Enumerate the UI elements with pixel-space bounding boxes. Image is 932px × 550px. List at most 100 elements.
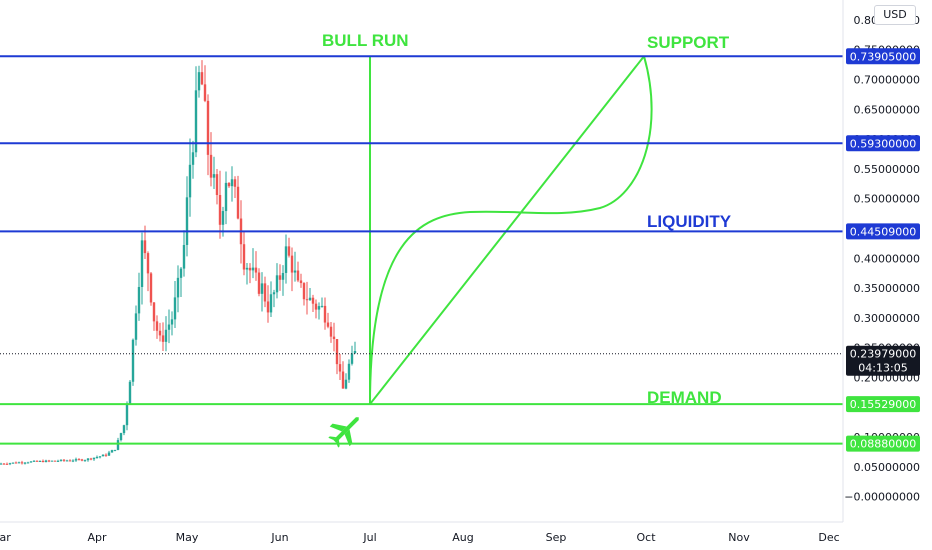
level-label: 0.73905000: [850, 50, 916, 63]
candle-body: [308, 297, 312, 301]
candle-body: [221, 211, 225, 225]
candle-body: [44, 460, 48, 463]
candle-body: [11, 462, 15, 464]
candle-body: [272, 292, 276, 295]
candle-body: [287, 246, 291, 256]
candle-body: [245, 267, 249, 270]
candle-body: [353, 350, 357, 354]
candle-body: [0, 463, 3, 465]
candle-body: [71, 460, 75, 462]
candle-body: [2, 463, 6, 465]
candle-body: [26, 462, 30, 464]
candle-body: [65, 460, 69, 462]
candle-body: [344, 379, 348, 389]
candle-body: [92, 457, 96, 460]
y-tick-label: 0.40000000: [854, 252, 920, 265]
candle-body: [32, 460, 36, 462]
levels: [0, 55, 843, 445]
candle-body: [14, 462, 18, 464]
y-tick-label: 0.35000000: [854, 282, 920, 295]
annotation-bull-run: BULL RUN: [322, 31, 409, 50]
candle-body: [125, 403, 129, 426]
candle-body: [29, 461, 33, 463]
candle-body: [47, 460, 51, 462]
annotations: BULL RUN SUPPORT LIQUIDITY DEMAND: [322, 31, 732, 407]
candle-body: [179, 268, 183, 278]
candle-body: [38, 460, 42, 462]
candle-body: [128, 381, 132, 404]
candle-body: [305, 299, 309, 301]
candle-body: [332, 336, 336, 340]
candle-body: [35, 460, 39, 462]
candle-body: [326, 322, 330, 327]
candle-body: [77, 459, 81, 461]
candle-body: [182, 244, 186, 269]
x-tick-label: Jul: [362, 531, 376, 544]
candle-body: [101, 454, 105, 457]
candle-body: [347, 363, 351, 380]
candle-body: [152, 302, 156, 322]
candle-body: [254, 267, 258, 273]
currency-button[interactable]: USD: [874, 5, 916, 25]
candle-body: [191, 152, 195, 165]
candle-body: [68, 460, 72, 462]
candle-body: [281, 272, 285, 280]
candle-body: [143, 240, 147, 254]
candle-body: [197, 72, 201, 91]
y-tick-label: 0.30000000: [854, 312, 920, 325]
candle-body: [161, 335, 165, 342]
candle-body: [56, 460, 60, 462]
candle-body: [311, 297, 315, 304]
candle-body: [233, 179, 237, 187]
candle-body: [83, 460, 87, 462]
candle-body: [323, 305, 327, 323]
level-label-bg: [846, 435, 920, 452]
candle-body: [317, 306, 321, 310]
candle-body: [269, 294, 273, 313]
level-label-bg: [846, 48, 920, 65]
candle-body: [98, 456, 102, 458]
level-label: 0.08880000: [850, 438, 916, 451]
candle-body: [164, 329, 168, 342]
candle-body: [203, 84, 207, 101]
candle-body: [158, 330, 162, 336]
candle-body: [302, 283, 306, 300]
candle-body: [188, 164, 192, 198]
candle-body: [146, 253, 150, 274]
time-axis: Mar Apr May Jun Jul Aug Sep Oct Nov Dec: [0, 531, 840, 544]
candle-body: [89, 458, 93, 460]
candle-body: [341, 371, 345, 389]
candle-body: [134, 313, 138, 340]
last-price-label: 0.23979000: [850, 348, 916, 361]
x-tick-label: Nov: [728, 531, 750, 544]
last-price-label-bg: [846, 345, 920, 376]
candle-body: [224, 182, 228, 212]
level-labels: 0.73905000 0.59300000 0.44509000 0.15529000…: [846, 48, 920, 452]
candle-body: [95, 457, 99, 459]
candle-body: [80, 459, 84, 461]
drawings: [328, 55, 653, 448]
candle-body: [86, 458, 90, 461]
candle-body: [74, 459, 78, 461]
projection-diagonal-line: [369, 55, 645, 405]
candle-body: [119, 433, 123, 441]
annotation-support: SUPPORT: [647, 33, 730, 52]
x-tick-label: Apr: [87, 531, 107, 544]
x-tick-label: Aug: [452, 531, 473, 544]
x-tick-label: Mar: [0, 531, 11, 544]
candle-body: [218, 195, 222, 225]
projection-curve: [369, 55, 653, 405]
x-tick-label: May: [176, 531, 199, 544]
candle-body: [104, 454, 108, 456]
candle-body: [236, 186, 240, 219]
candle-body: [59, 459, 63, 461]
candles: [0, 60, 357, 466]
y-tick-label: 0.65000000: [854, 103, 920, 116]
annotation-liquidity: LIQUIDITY: [647, 212, 732, 231]
candle-body: [284, 246, 288, 273]
candle-body: [275, 275, 279, 293]
airplane-icon: [328, 417, 359, 448]
candle-body: [230, 179, 234, 187]
candle-body: [257, 272, 261, 294]
